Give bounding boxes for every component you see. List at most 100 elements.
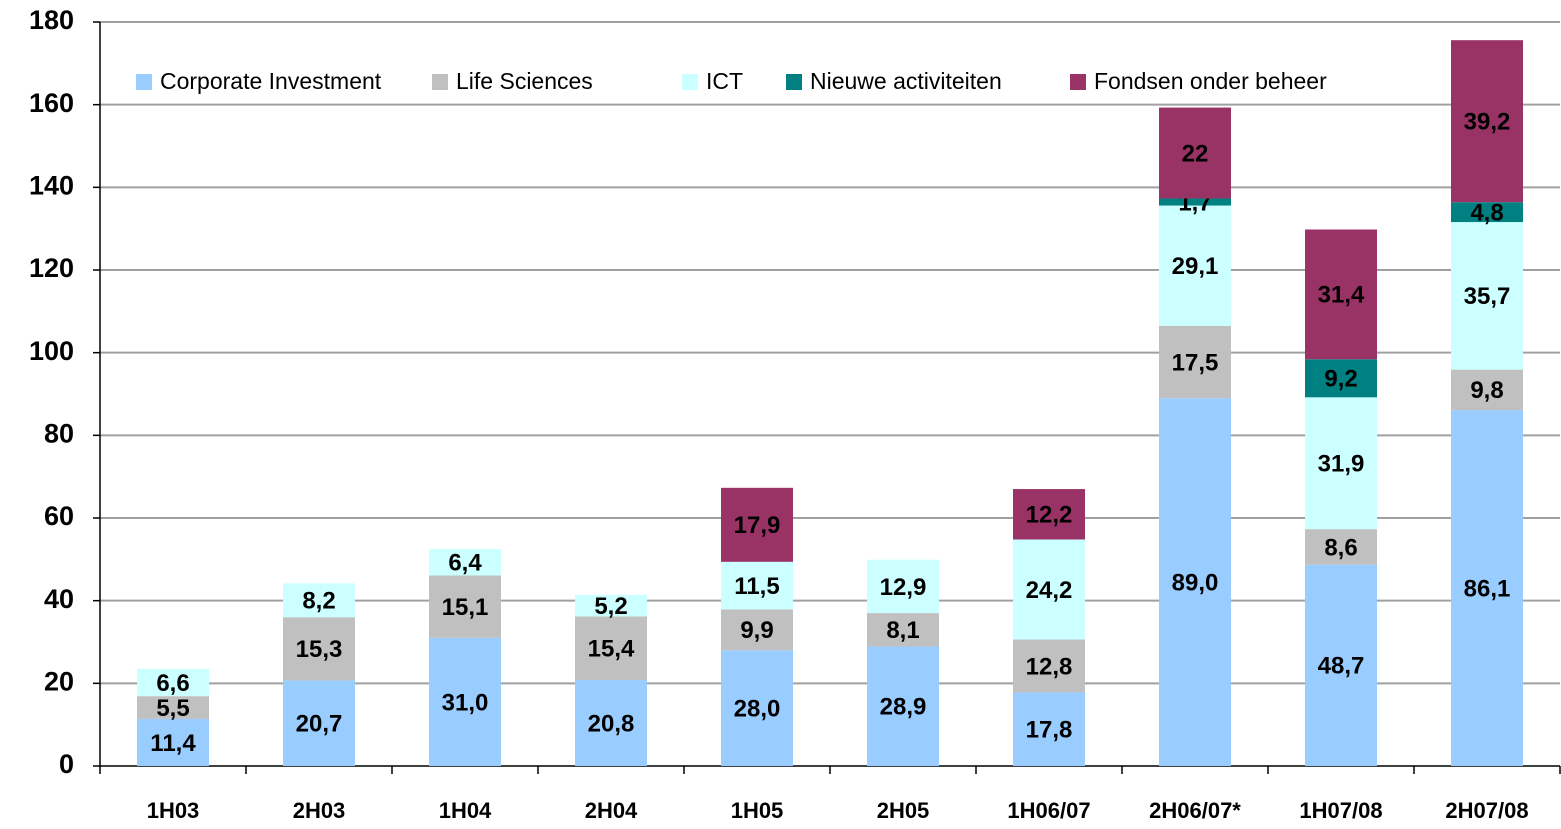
bar-segment — [1013, 539, 1085, 640]
legend-swatch — [682, 74, 698, 90]
y-tick-label: 180 — [29, 5, 74, 35]
bar-segment — [867, 646, 939, 766]
bar-segment — [721, 609, 793, 651]
data-label: 20,8 — [588, 710, 635, 737]
bar-segment — [137, 668, 209, 697]
bar-segment — [575, 594, 647, 617]
bar-segment — [721, 561, 793, 610]
bar-segment — [1159, 325, 1231, 399]
y-tick-label: 0 — [59, 749, 74, 779]
bar-segment — [1305, 397, 1377, 530]
bar-segment — [429, 549, 501, 576]
legend-swatch — [432, 74, 448, 90]
x-tick-label: 2H04 — [585, 798, 638, 823]
x-tick-label: 1H04 — [439, 798, 492, 823]
bar-segment — [867, 613, 939, 647]
bar-segment — [867, 559, 939, 614]
data-label: 9,8 — [1470, 377, 1503, 404]
data-label: 9,2 — [1324, 366, 1357, 393]
data-label: 28,9 — [880, 694, 927, 721]
data-label: 31,4 — [1318, 282, 1365, 309]
data-label: 24,2 — [1026, 577, 1073, 604]
data-label: 22 — [1182, 140, 1209, 167]
legend-label: Fondsen onder beheer — [1094, 68, 1327, 94]
bar-segment — [1013, 489, 1085, 540]
bar-segment — [1305, 229, 1377, 360]
data-label: 29,1 — [1172, 253, 1219, 280]
bar-segment — [1451, 222, 1523, 370]
bar-segment — [429, 575, 501, 638]
y-tick-label: 20 — [44, 666, 74, 696]
bar-segment — [721, 487, 793, 562]
data-label: 4,8 — [1470, 199, 1503, 226]
data-label: 15,4 — [588, 636, 635, 663]
bar-segment — [283, 680, 355, 766]
data-label: 89,0 — [1172, 569, 1219, 596]
legend-swatch — [136, 74, 152, 90]
bar-segment — [1013, 692, 1085, 766]
y-tick-label: 160 — [29, 88, 74, 118]
x-tick-label: 2H07/08 — [1445, 798, 1528, 823]
y-tick-label: 100 — [29, 336, 74, 366]
x-tick-label: 2H05 — [877, 798, 930, 823]
x-tick-label: 2H03 — [293, 798, 346, 823]
x-tick-label: 1H05 — [731, 798, 784, 823]
data-label: 15,3 — [296, 636, 343, 663]
data-label: 12,8 — [1026, 653, 1073, 680]
bar-segment — [283, 617, 355, 681]
data-label: 8,1 — [886, 617, 919, 644]
legend-label: Nieuwe activiteiten — [810, 68, 1002, 94]
y-tick-label: 140 — [29, 170, 74, 200]
data-label: 15,1 — [442, 594, 489, 621]
data-label: 5,2 — [594, 593, 627, 620]
legend-label: Life Sciences — [456, 68, 593, 94]
data-label: 39,2 — [1464, 109, 1511, 136]
data-label: 11,5 — [734, 573, 779, 600]
data-label: 31,0 — [442, 689, 489, 716]
x-tick-label: 2H06/07* — [1149, 798, 1241, 823]
data-label: 17,8 — [1026, 717, 1073, 744]
bar-segment — [1451, 202, 1523, 223]
x-tick-label: 1H07/08 — [1299, 798, 1382, 823]
bar-segment — [137, 718, 209, 766]
y-tick-label: 80 — [44, 418, 74, 448]
data-label: 17,5 — [1172, 349, 1219, 376]
data-label: 12,2 — [1026, 502, 1073, 529]
bar-segment — [1013, 639, 1085, 693]
data-label: 17,9 — [734, 512, 781, 539]
bar-segment — [1159, 198, 1231, 206]
data-label: 8,2 — [302, 588, 335, 615]
bar-segment — [1305, 529, 1377, 565]
legend-label: ICT — [706, 68, 743, 94]
y-tick-label: 40 — [44, 584, 74, 614]
data-label: 8,6 — [1324, 534, 1357, 561]
bar-segment — [1451, 410, 1523, 766]
bar-segment — [1451, 369, 1523, 411]
x-tick-label: 1H03 — [147, 798, 200, 823]
bar-segment — [1305, 564, 1377, 766]
bar-segment — [137, 696, 209, 719]
data-label: 28,0 — [734, 695, 781, 722]
y-tick-label: 120 — [29, 253, 74, 283]
bar-segment — [1305, 359, 1377, 398]
bar-segment — [575, 680, 647, 766]
legend-swatch — [1070, 74, 1086, 90]
legend-label: Corporate Investment — [160, 68, 382, 94]
data-label: 9,9 — [740, 617, 773, 644]
data-label: 11,4 — [150, 730, 196, 757]
bar-segment — [1159, 107, 1231, 199]
bar-segment — [1451, 40, 1523, 203]
data-label: 35,7 — [1464, 283, 1511, 310]
data-label: 20,7 — [296, 711, 343, 738]
bar-segment — [721, 650, 793, 766]
data-label: 86,1 — [1464, 575, 1511, 602]
data-label: 5,5 — [156, 695, 189, 722]
bar-segment — [1159, 205, 1231, 326]
data-label: 31,9 — [1318, 451, 1365, 478]
legend-swatch — [786, 74, 802, 90]
bar-segment — [429, 637, 501, 766]
bar-segment — [575, 616, 647, 681]
data-label: 6,4 — [448, 550, 482, 577]
bar-segment — [1159, 398, 1231, 766]
data-label: 48,7 — [1318, 653, 1365, 680]
